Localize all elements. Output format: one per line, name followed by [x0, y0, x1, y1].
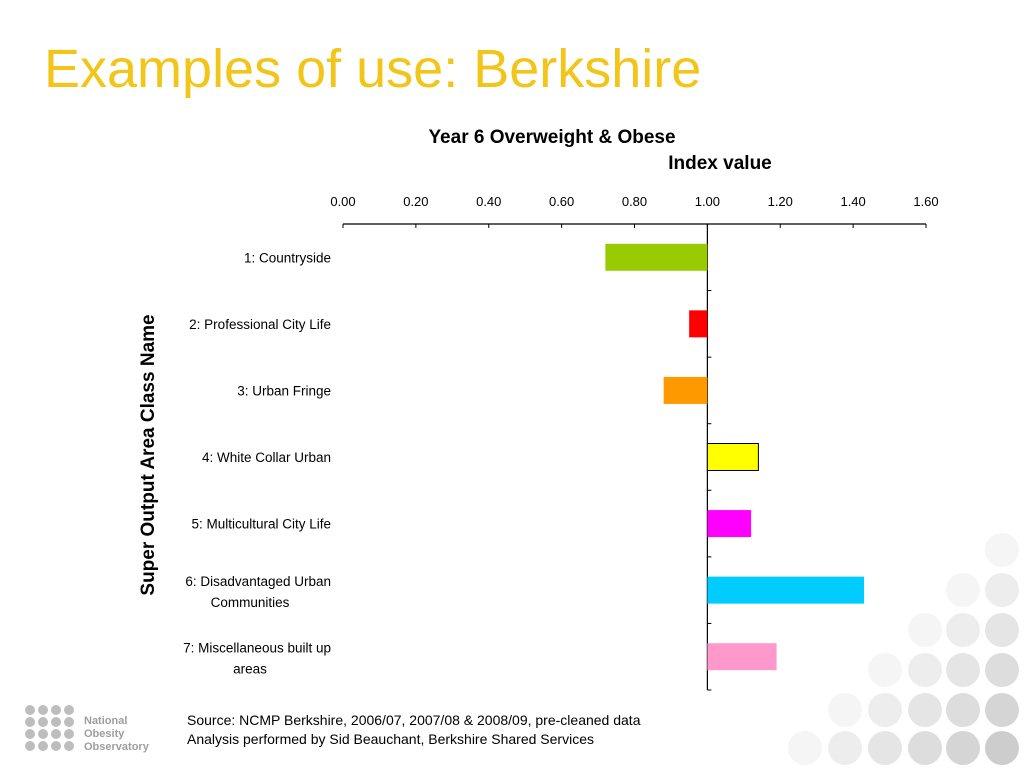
deco-circle [868, 693, 902, 727]
category-label: 3: Urban Fringe [237, 383, 331, 398]
category-label: 5: Multicultural City Life [191, 517, 331, 532]
logo-dot [25, 741, 35, 751]
category-label-line-2: areas [233, 662, 267, 677]
x-tick-label: 0.20 [403, 194, 428, 209]
deco-circle [946, 613, 980, 647]
logo-dot [51, 741, 61, 751]
deco-circle [908, 653, 942, 687]
deco-circle [985, 693, 1019, 727]
logo-dot [51, 717, 61, 727]
y-axis-label: Super Output Area Class Name [138, 314, 159, 595]
source-note: Source: NCMP Berkshire, 2006/07, 2007/08… [187, 711, 640, 749]
category-label-line-2: Communities [211, 595, 290, 610]
x-tick-label: 0.60 [549, 194, 574, 209]
x-axis-label: Index value [668, 153, 772, 174]
logo-dot [38, 741, 48, 751]
category-label: 4: White Collar Urban [202, 450, 331, 465]
logo-dot [38, 729, 48, 739]
deco-circle [946, 653, 980, 687]
x-tick-label: 0.40 [476, 194, 501, 209]
analysis-line: Analysis performed by Sid Beauchant, Ber… [187, 731, 594, 747]
logo-dot-grid [25, 705, 74, 751]
deco-circle [985, 533, 1019, 567]
slide-title: Examples of use: Berkshire [44, 39, 702, 99]
deco-circle [788, 731, 822, 765]
x-axis: 0.00 0.20 0.40 0.60 0.80 1.00 1.20 1.40 1.60 [330, 194, 939, 228]
logo-line-1: National [84, 715, 127, 727]
deco-circle [908, 693, 942, 727]
logo-dot [38, 717, 48, 727]
x-tick-label: 1.40 [840, 194, 865, 209]
deco-circle [908, 731, 942, 765]
bar [663, 376, 708, 404]
deco-circle [828, 731, 862, 765]
category-label: 2: Professional City Life [189, 317, 331, 332]
logo-dot [64, 741, 74, 751]
deco-circle [868, 731, 902, 765]
national-obesity-observatory-logo: National Obesity Observatory [25, 705, 150, 753]
logo-dot [25, 729, 35, 739]
bar [605, 243, 708, 271]
category-label: 1: Countryside [244, 250, 331, 265]
bars [605, 243, 865, 671]
deco-circle [985, 573, 1019, 607]
logo-line-2: Obesity [84, 728, 125, 740]
x-tick-label: 1.20 [768, 194, 793, 209]
deco-circle [908, 613, 942, 647]
logo-dot [25, 705, 35, 715]
x-tick-label: 1.60 [913, 194, 938, 209]
logo-line-3: Observatory [84, 741, 150, 753]
source-line: Source: NCMP Berkshire, 2006/07, 2007/08… [187, 712, 641, 728]
logo-dot [64, 729, 74, 739]
bar [689, 310, 708, 338]
deco-circle [828, 693, 862, 727]
deco-circle [946, 693, 980, 727]
category-label: 7: Miscellaneous built up [183, 641, 331, 656]
logo-dot [38, 705, 48, 715]
bar [706, 443, 759, 471]
x-tick-label: 0.80 [622, 194, 647, 209]
deco-circle [946, 731, 980, 765]
logo-dot [64, 717, 74, 727]
logo-dot [64, 705, 74, 715]
category-labels: 1: Countryside 2: Professional City Life 3… [183, 250, 331, 676]
logo-dot [51, 705, 61, 715]
logo-dot [51, 729, 61, 739]
bar [707, 510, 752, 538]
chart-title: Year 6 Overweight & Obese [428, 127, 675, 148]
category-label: 6: Disadvantaged Urban [185, 574, 331, 589]
deco-circle [985, 613, 1019, 647]
deco-circle [985, 653, 1019, 687]
x-tick-label: 1.00 [695, 194, 720, 209]
x-tick-label: 0.00 [330, 194, 355, 209]
deco-circle [946, 573, 980, 607]
logo-dot [25, 717, 35, 727]
deco-circle [985, 731, 1019, 765]
bar [707, 643, 777, 671]
bar [707, 576, 865, 604]
bar-chart: Year 6 Overweight & Obese Index value Su… [138, 127, 939, 691]
deco-circle [868, 653, 902, 687]
